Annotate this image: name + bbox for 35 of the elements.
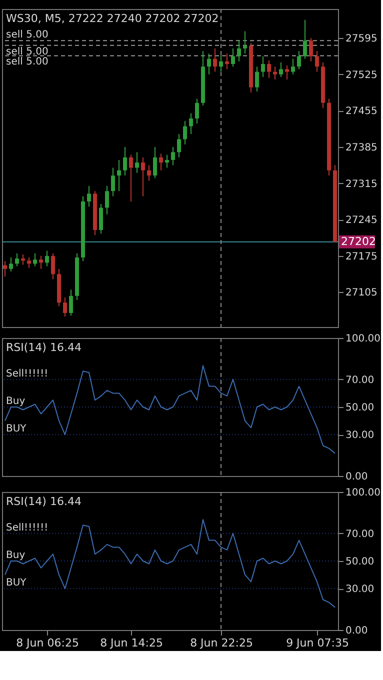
y-tick-label: 50.00 (346, 556, 374, 568)
y-tick-label: 100.00 (346, 488, 380, 498)
y-tick-label: 100.00 (346, 334, 380, 344)
y-tick-label: 27175 (346, 251, 378, 262)
x-tick-label: 8 Jun 06:25 (16, 636, 79, 650)
y-tick-label: 27595 (346, 34, 378, 45)
y-tick-label: 27105 (346, 288, 378, 299)
ref-line-label: Buy (6, 396, 26, 407)
y-tick-label: 27525 (346, 70, 378, 81)
y-tick-label: 70.00 (346, 374, 374, 386)
y-tick-label: 0.00 (346, 626, 368, 636)
x-tick-label: 8 Jun 14:25 (100, 636, 163, 650)
ref-line-label: BUY (6, 578, 28, 589)
x-tick-label: 9 Jun 07:35 (286, 636, 349, 650)
x-tick-label: 8 Jun 22:25 (190, 636, 253, 650)
y-tick-label: 0.00 (346, 472, 368, 482)
y-tick-label: 50.00 (346, 402, 374, 414)
ref-line-label: 27202 (341, 234, 376, 248)
y-tick-label: 30.00 (346, 430, 374, 442)
y-tick-label: 30.00 (346, 584, 374, 596)
ref-line-label: BUY (6, 424, 28, 435)
y-tick-label: 27455 (346, 106, 378, 118)
ref-line-label: Sell!!!!!! (6, 368, 48, 380)
y-tick-label: 27245 (346, 215, 378, 226)
chart-title: RSI(14) 16.44 (6, 341, 82, 354)
y-tick-label: 70.00 (346, 528, 374, 540)
ref-line-label: Buy (6, 550, 26, 561)
chart-title: WS30, M5, 27222 27240 27202 27202 (6, 12, 219, 25)
ref-line-label: sell 5.00 (6, 56, 48, 68)
ref-line-label: Sell!!!!!! (6, 522, 48, 534)
y-tick-label: 27385 (346, 142, 378, 154)
chart-title: RSI(14) 16.44 (6, 495, 82, 508)
ref-line-label: sell 5.00 (6, 30, 48, 41)
ref-line-label: sell 5.00 (6, 46, 48, 58)
y-tick-label: 27315 (346, 178, 378, 190)
